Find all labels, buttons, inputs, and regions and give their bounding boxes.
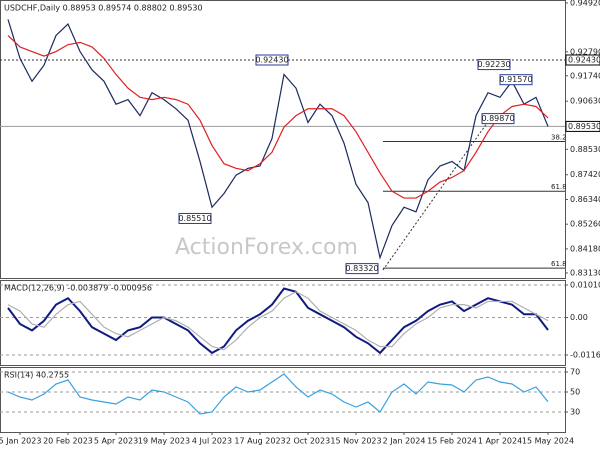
annotation-label: 0.92430 [255, 55, 288, 64]
annotation-label: 0.91570 [499, 75, 532, 84]
y-tick-label: 0.83130 [570, 268, 600, 277]
y-tick-label: 0.87420 [570, 170, 600, 179]
y-tick-label: 0.00 [570, 313, 588, 322]
y-tick-label: 0.94920 [570, 0, 600, 7]
y-tick-label: -0.011645 [570, 351, 600, 360]
marker-box [565, 54, 600, 66]
y-tick-label: 70 [570, 368, 580, 377]
marker-label: 0.89530 [568, 122, 600, 131]
annotation-box [477, 59, 511, 71]
y-tick-label: 0.86340 [570, 195, 600, 204]
trend-line [382, 115, 493, 271]
series-line [7, 373, 549, 415]
x-tick-label: 1 Apr 2024 [478, 437, 522, 446]
annotation-label: 0.89870 [481, 114, 514, 123]
panel-title: RSI(14) 40.2755 [4, 371, 69, 380]
x-tick-label: 19 May 2023 [138, 437, 190, 446]
x-tick-label: 15 May 2024 [522, 437, 574, 446]
x-tick-label: 2 Jan 2024 [383, 437, 426, 446]
x-tick-label: 2 Oct 2023 [286, 437, 330, 446]
x-tick-label: 15 Nov 2023 [330, 437, 381, 446]
y-tick-label: 0.85260 [570, 220, 600, 229]
y-tick-label: 0.84180 [570, 244, 600, 253]
annotation-box [481, 113, 515, 125]
annotation-box [255, 54, 289, 66]
panel-title: USDCHF,Daily 0.88953 0.89574 0.88802 0.8… [4, 4, 203, 13]
panel-frame [0, 280, 566, 366]
x-tick-label: 4 Jul 2023 [192, 437, 232, 446]
annotation-box [345, 263, 379, 275]
watermark: ActionForex.com [175, 235, 358, 260]
annotation-box [499, 74, 533, 86]
annotation-label: 0.83320 [345, 264, 378, 273]
annotation-label: 0.85510 [178, 214, 211, 223]
annotation-label: 0.92230 [477, 60, 510, 69]
series-line [7, 19, 549, 260]
y-tick-label: 0.010101 [570, 281, 600, 290]
x-tick-label: 17 Aug 2023 [234, 437, 285, 446]
annotation-box [178, 212, 212, 224]
series-line [7, 287, 549, 355]
y-tick-label: 0.88530 [570, 145, 600, 154]
panel-frame [0, 0, 566, 279]
panel-frame [0, 367, 566, 433]
y-tick-label: 30 [570, 408, 580, 417]
fib-label: 38.2 [551, 134, 567, 142]
series-line [7, 35, 549, 199]
y-tick-label: 50 [570, 388, 580, 397]
fib-label: 61.8 [551, 260, 567, 268]
panel-title: MACD(12,26,9) -0.003879 -0.000956 [4, 284, 152, 293]
y-tick-label: 0.91740 [570, 71, 600, 80]
x-tick-label: 5 Jan 2023 [0, 437, 41, 446]
x-tick-label: 15 Feb 2024 [427, 437, 477, 446]
y-tick-label: 0.90630 [570, 97, 600, 106]
fib-label: 61.8 [551, 183, 567, 191]
marker-label: 0.92430 [568, 55, 600, 64]
x-tick-label: 5 Apr 2023 [94, 437, 138, 446]
series-line [7, 291, 549, 351]
x-tick-label: 20 Feb 2023 [43, 437, 93, 446]
y-tick-label: 0.92790 [570, 47, 600, 56]
marker-box [565, 120, 600, 132]
